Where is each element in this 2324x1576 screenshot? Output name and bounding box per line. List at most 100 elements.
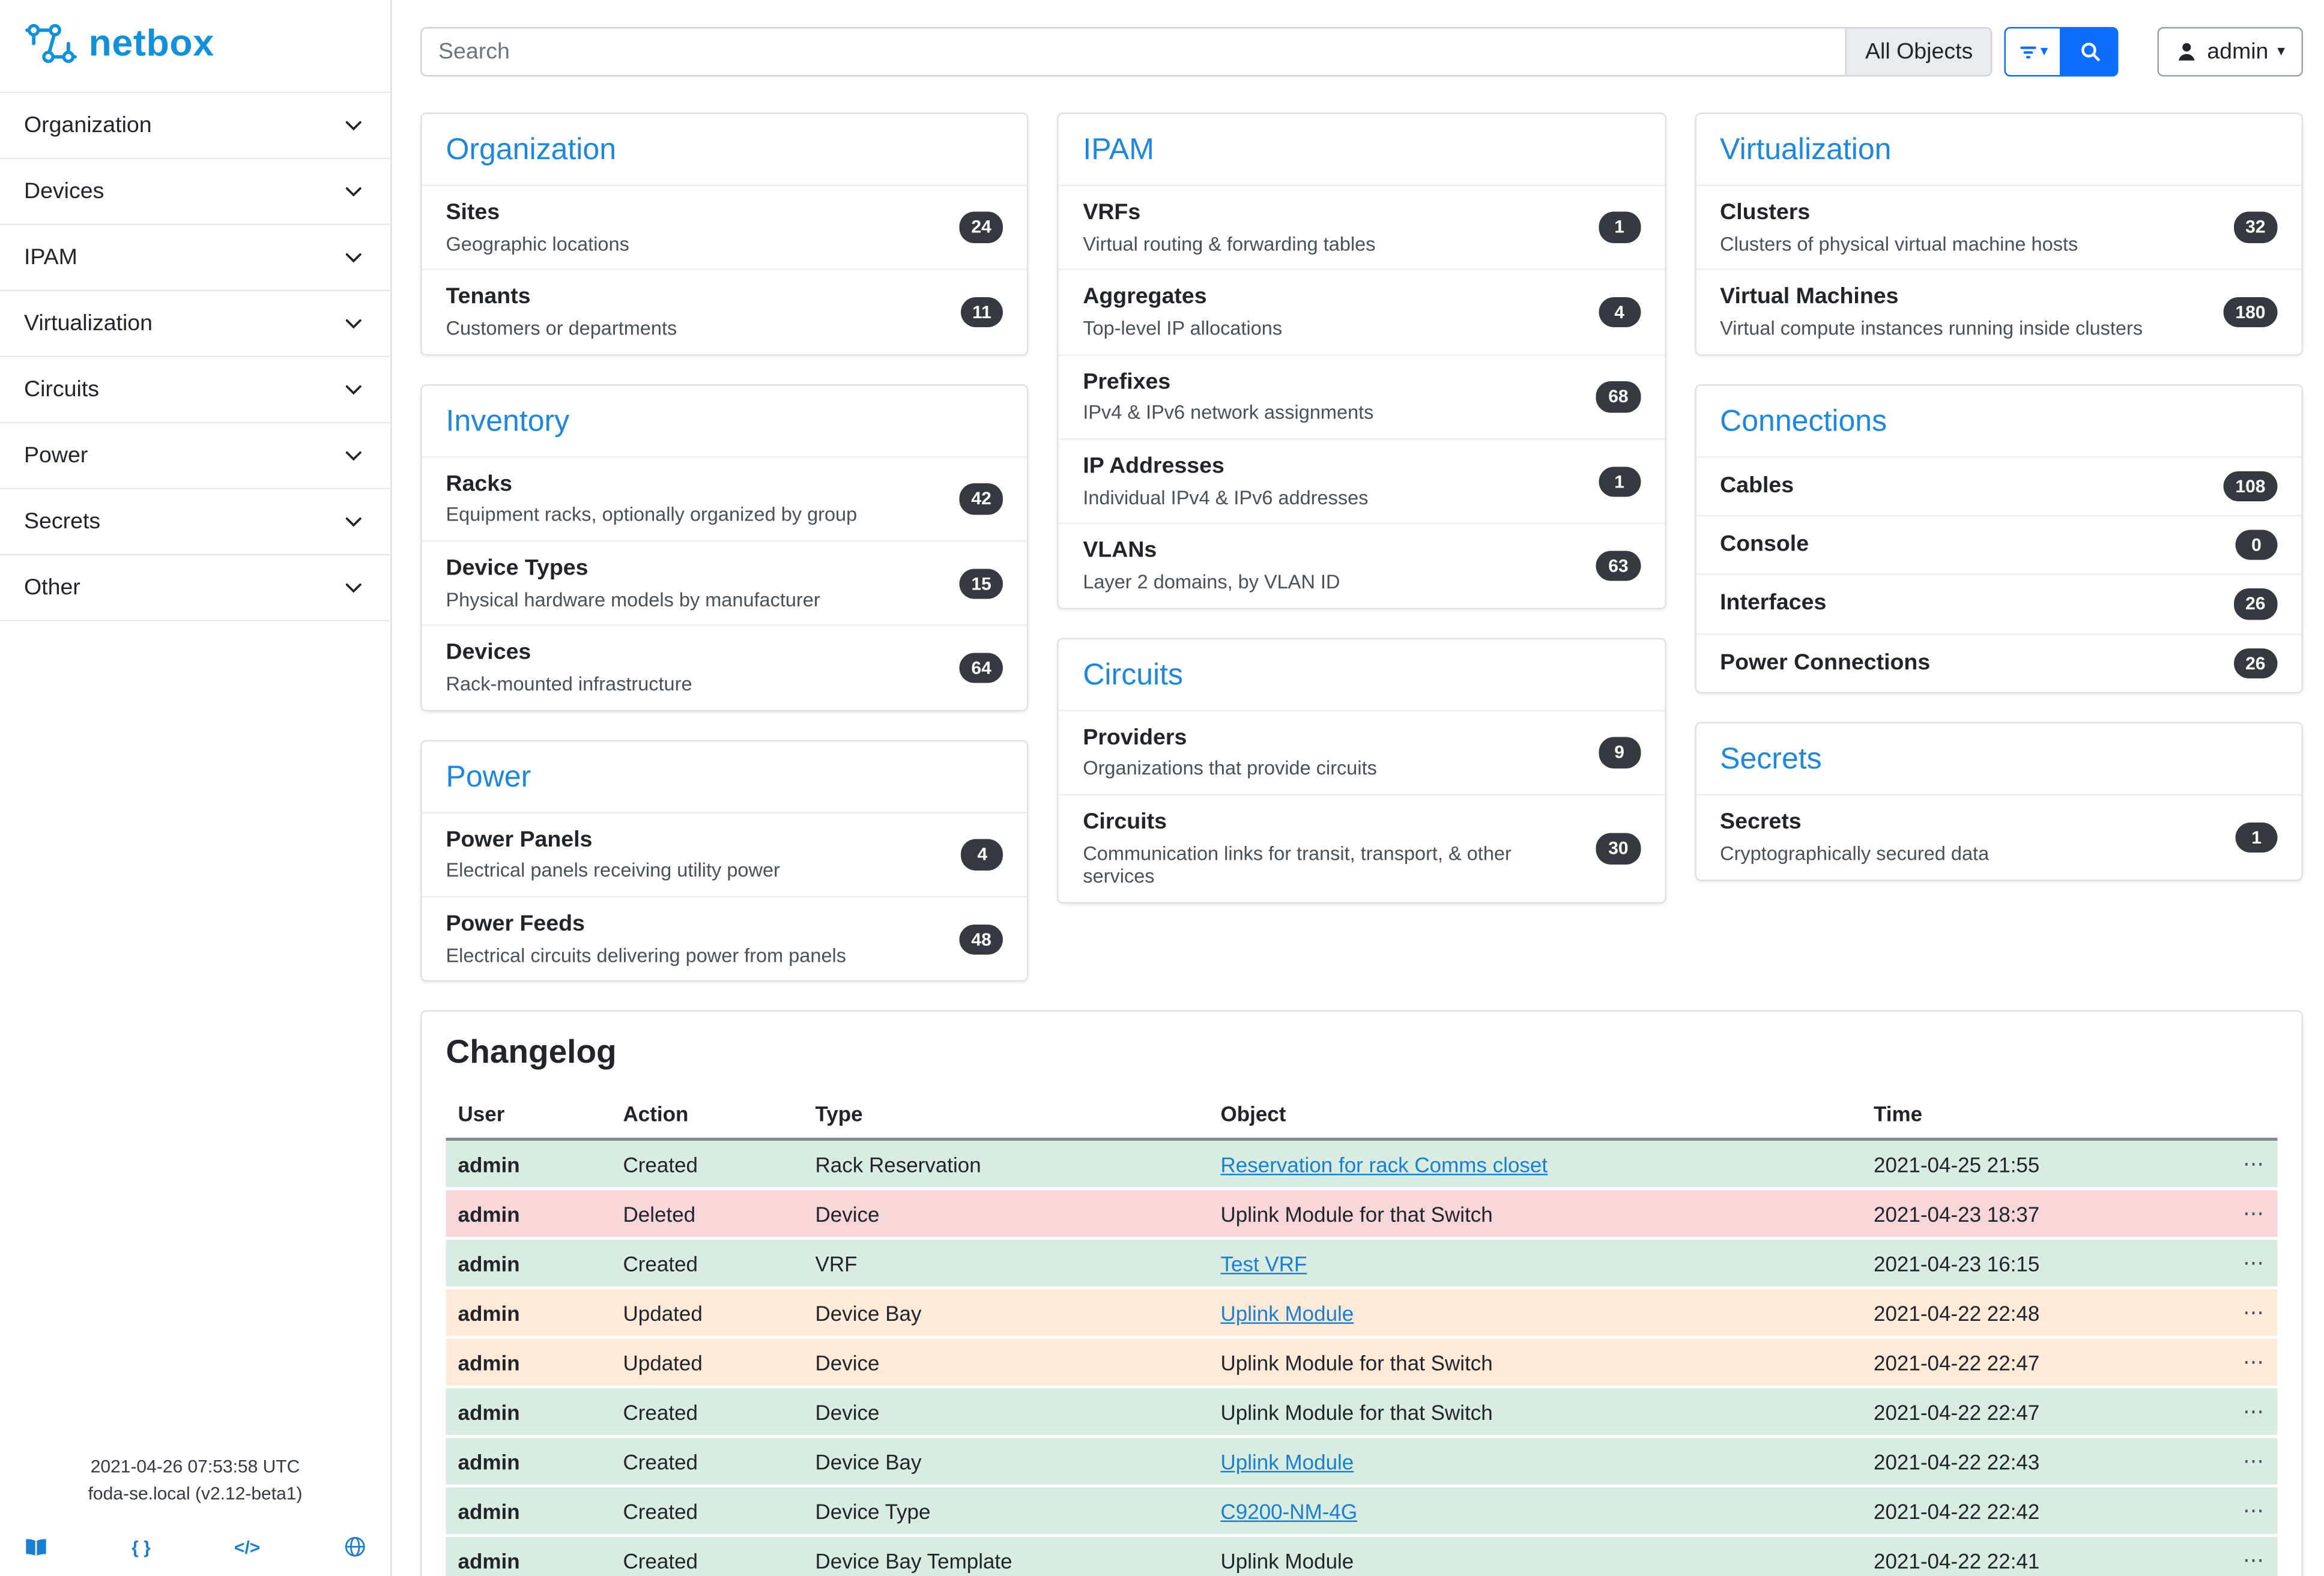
globe-icon[interactable]	[343, 1536, 366, 1559]
sidebar-footer-links: { } </>	[0, 1536, 390, 1559]
row-actions-button[interactable]: ⋯	[2210, 1338, 2278, 1389]
card-item-power-feeds[interactable]: Power Feeds Electrical circuits deliverin…	[422, 896, 1027, 981]
card-item-vlans[interactable]: VLANs Layer 2 domains, by VLAN ID 63	[1059, 522, 1665, 608]
card-item-console[interactable]: Console 0	[1696, 515, 2302, 574]
card-item-sites[interactable]: Sites Geographic locations 24	[422, 184, 1027, 270]
card-power: Power Power Panels Electrical panels rece…	[420, 739, 1029, 983]
cell-type: Device	[803, 1189, 1209, 1241]
user-name: admin	[2207, 39, 2269, 65]
card-item-power-panels[interactable]: Power Panels Electrical panels receiving …	[422, 811, 1027, 896]
item-name: Interfaces	[1720, 590, 1827, 616]
user-menu-button[interactable]: admin ▾	[2157, 27, 2303, 77]
card-item-interfaces[interactable]: Interfaces 26	[1696, 574, 2302, 633]
sidebar-item-ipam[interactable]: IPAM	[0, 225, 390, 291]
chevron-down-icon	[345, 517, 362, 527]
object-link[interactable]: Test VRF	[1220, 1251, 1307, 1276]
card-item-tenants[interactable]: Tenants Customers or departments 11	[422, 269, 1027, 354]
sidebar-item-other[interactable]: Other	[0, 555, 390, 621]
sidebar-item-label: IPAM	[24, 244, 77, 271]
netbox-logo[interactable]: netbox	[0, 0, 390, 92]
sidebar-item-circuits[interactable]: Circuits	[0, 357, 390, 423]
item-name: Device Types	[446, 555, 589, 581]
row-actions-button[interactable]: ⋯	[2210, 1536, 2278, 1576]
card-title: Power	[446, 760, 531, 794]
changelog-row: admin Deleted Device Uplink Module for t…	[446, 1189, 2278, 1241]
netbox-logo-icon	[25, 24, 77, 63]
row-actions-button[interactable]: ⋯	[2210, 1189, 2278, 1241]
row-actions-button[interactable]: ⋯	[2210, 1437, 2278, 1488]
object-label: Uplink Module for that Switch	[1220, 1202, 1493, 1227]
card-item-device-types[interactable]: Device Types Physical hardware models by …	[422, 540, 1027, 625]
card-item-prefixes[interactable]: Prefixes IPv4 & IPv6 network assignments …	[1059, 354, 1665, 438]
item-description: Rack-mounted infrastructure	[446, 672, 692, 695]
count-badge: 180	[2223, 297, 2278, 328]
sidebar-item-organization[interactable]: Organization	[0, 93, 390, 159]
item-description: Cryptographically secured data	[1720, 842, 1990, 865]
book-icon[interactable]	[24, 1536, 48, 1557]
item-description: Communication links for transit, transpo…	[1083, 842, 1512, 888]
cell-type: VRF	[803, 1239, 1209, 1290]
row-actions-button[interactable]: ⋯	[2210, 1288, 2278, 1340]
cell-type: Device Bay	[803, 1288, 1209, 1340]
column-header-actions	[2210, 1093, 2278, 1142]
item-name: Aggregates	[1083, 284, 1207, 310]
topbar: All Objects ▾ admin ▾	[420, 27, 2303, 77]
card-item-clusters[interactable]: Clusters Clusters of physical virtual mac…	[1696, 184, 2302, 270]
item-name: VRFs	[1083, 199, 1141, 226]
card-item-devices[interactable]: Devices Rack-mounted infrastructure 64	[422, 624, 1027, 710]
row-actions-button[interactable]: ⋯	[2210, 1140, 2278, 1191]
card-circuits: Circuits Providers Organizations that pro…	[1057, 637, 1666, 904]
sidebar-item-devices[interactable]: Devices	[0, 159, 390, 225]
object-link[interactable]: Uplink Module	[1220, 1449, 1354, 1474]
code-tags-icon[interactable]: </>	[234, 1536, 261, 1557]
sidebar-item-virtualization[interactable]: Virtualization	[0, 291, 390, 357]
row-actions-button[interactable]: ⋯	[2210, 1239, 2278, 1290]
card-item-providers[interactable]: Providers Organizations that provide circ…	[1059, 709, 1665, 794]
card-title: Circuits	[1083, 658, 1183, 692]
card-item-aggregates[interactable]: Aggregates Top-level IP allocations 4	[1059, 269, 1665, 354]
object-link[interactable]: C9200-NM-4G	[1220, 1499, 1358, 1524]
cell-user: admin	[446, 1288, 611, 1340]
item-name: Circuits	[1083, 809, 1167, 835]
card-item-racks[interactable]: Racks Equipment racks, optionally organiz…	[422, 456, 1027, 540]
row-actions-button[interactable]: ⋯	[2210, 1487, 2278, 1538]
count-badge: 26	[2233, 589, 2278, 620]
sidebar-item-label: Secrets	[24, 509, 101, 535]
sidebar-item-power[interactable]: Power	[0, 423, 390, 489]
object-link[interactable]: Reservation for rack Comms closet	[1220, 1152, 1548, 1177]
object-link[interactable]: Uplink Module	[1220, 1301, 1354, 1326]
item-description: Individual IPv4 & IPv6 addresses	[1083, 486, 1369, 509]
card-secrets: Secrets Secrets Cryptographically secured…	[1694, 722, 2303, 881]
changelog-row: admin Created Device Bay Template Uplink…	[446, 1536, 2278, 1576]
cell-user: admin	[446, 1338, 611, 1389]
cell-user: admin	[446, 1387, 611, 1439]
card-item-circuits[interactable]: Circuits Communication links for transit,…	[1059, 794, 1665, 902]
card-item-cables[interactable]: Cables 108	[1696, 456, 2302, 515]
card-organization: Organization Sites Geographic locations 2…	[420, 112, 1029, 355]
sidebar: netbox Organization Devices IPAM Virtual…	[0, 0, 392, 1576]
cell-type: Device Bay Template	[803, 1536, 1209, 1576]
card-item-ip-addresses[interactable]: IP Addresses Individual IPv4 & IPv6 addre…	[1059, 438, 1665, 523]
filter-dropdown-button[interactable]: ▾	[2004, 27, 2062, 77]
card-item-vrfs[interactable]: VRFs Virtual routing & forwarding tables …	[1059, 184, 1665, 270]
chevron-down-icon	[345, 187, 362, 197]
count-badge: 63	[1596, 551, 1641, 582]
cell-user: admin	[446, 1239, 611, 1290]
search-input[interactable]	[420, 27, 1846, 77]
changelog-row: admin Updated Device Uplink Module for t…	[446, 1338, 2278, 1389]
card-item-power-connections[interactable]: Power Connections 26	[1696, 633, 2302, 692]
item-description: Physical hardware models by manufacturer	[446, 588, 820, 611]
sidebar-item-secrets[interactable]: Secrets	[0, 489, 390, 555]
object-type-select[interactable]: All Objects	[1845, 27, 1993, 77]
card-title: Secrets	[1720, 743, 1822, 777]
search-submit-button[interactable]	[2061, 27, 2119, 77]
row-actions-button[interactable]: ⋯	[2210, 1387, 2278, 1439]
cell-time: 2021-04-22 22:47	[1862, 1338, 2210, 1389]
code-braces-icon[interactable]: { }	[132, 1536, 151, 1557]
cell-time: 2021-04-22 22:47	[1862, 1387, 2210, 1439]
card-item-virtual-machines[interactable]: Virtual Machines Virtual compute instance…	[1696, 269, 2302, 354]
item-description: IPv4 & IPv6 network assignments	[1083, 401, 1374, 424]
cell-action: Created	[611, 1487, 803, 1538]
card-item-secrets[interactable]: Secrets Cryptographically secured data 1	[1696, 794, 2302, 879]
count-badge: 26	[2233, 648, 2278, 679]
